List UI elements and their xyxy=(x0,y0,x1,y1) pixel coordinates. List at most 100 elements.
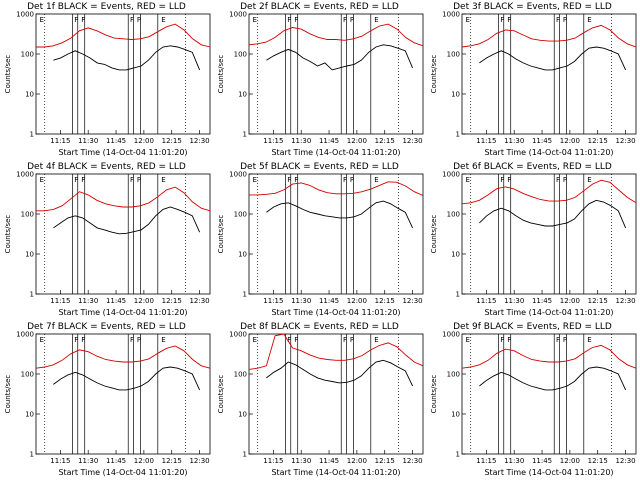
panel-title: Det 1f BLACK = Events, RED = LLD xyxy=(27,2,186,12)
axes-frame xyxy=(248,173,424,295)
y-tick-label: 1000 xyxy=(16,331,34,339)
panel-det-5: Det 5f BLACK = Events, RED = LLD 1 10 100 10… xyxy=(213,160,426,320)
flag-label: F xyxy=(74,16,78,24)
flag-label: E xyxy=(39,176,43,184)
x-tick-label: 12:15 xyxy=(588,457,608,465)
flag-label: F xyxy=(343,16,347,24)
x-tick-label: 12:15 xyxy=(162,137,182,145)
flag-label: E xyxy=(587,16,591,24)
x-tick-label: 12:30 xyxy=(402,457,422,465)
panel-det-2: Det 2f BLACK = Events, RED = LLD 1 10 100 10… xyxy=(213,0,426,160)
y-axis-label: Counts/sec xyxy=(430,214,438,254)
x-tick-label: 12:00 xyxy=(134,297,154,305)
x-tick-label: 11:15 xyxy=(476,297,496,305)
flag-label: F xyxy=(343,336,347,344)
events-series-line xyxy=(53,45,201,71)
y-tick-label: 1 xyxy=(456,291,460,299)
x-tick-label: 12:00 xyxy=(560,297,580,305)
panel-title: Det 6f BLACK = Events, RED = LLD xyxy=(453,162,612,172)
flag-label: F xyxy=(130,176,134,184)
x-tick-label: 11:15 xyxy=(263,457,283,465)
panel-det-6: Det 6f BLACK = Events, RED = LLD 1 10 100 10… xyxy=(426,160,639,320)
y-axis-label: Counts/sec xyxy=(430,374,438,414)
flag-label: F xyxy=(507,336,511,344)
y-tick-label: 100 xyxy=(447,51,460,59)
x-tick-label: 12:15 xyxy=(375,457,395,465)
x-tick-label: 11:45 xyxy=(319,137,339,145)
flag-label: P xyxy=(563,176,567,184)
y-axis-label: Counts/sec xyxy=(217,54,225,94)
x-tick-label: 12:15 xyxy=(162,297,182,305)
x-tick-label: 12:30 xyxy=(189,137,209,145)
lld-series-line xyxy=(36,186,211,212)
x-tick-label: 11:30 xyxy=(504,297,524,305)
x-axis-label: Start Time (14-Oct-04 11:01:20) xyxy=(271,468,401,477)
y-tick-label: 100 xyxy=(234,371,247,379)
flag-label: P xyxy=(350,16,354,24)
flag-label: F xyxy=(500,16,504,24)
flag-label: E xyxy=(374,336,378,344)
x-tick-label: 11:30 xyxy=(78,457,98,465)
flag-label: E xyxy=(161,336,165,344)
axes-frame xyxy=(461,13,637,135)
y-tick-label: 10 xyxy=(238,251,247,259)
axes-frame xyxy=(248,333,424,455)
y-tick-label: 10 xyxy=(25,91,34,99)
x-tick-label: 12:30 xyxy=(615,297,635,305)
x-tick-label: 11:15 xyxy=(263,137,283,145)
flag-label: F xyxy=(294,16,298,24)
flag-label: F xyxy=(81,336,85,344)
flag-label: E xyxy=(252,336,256,344)
flag-label: F xyxy=(74,176,78,184)
plot-area: 1 10 100 1000 11:15 11:30 11:45 12:00 12:15 12:30… xyxy=(16,171,211,305)
x-tick-label: 11:45 xyxy=(106,457,126,465)
axes-frame xyxy=(35,173,211,295)
x-axis-label: Start Time (14-Oct-04 11:01:20) xyxy=(58,468,188,477)
events-series-line xyxy=(53,366,201,391)
panel-det-4: Det 4f BLACK = Events, RED = LLD 1 10 100 10… xyxy=(0,160,213,320)
y-tick-label: 1000 xyxy=(229,331,247,339)
y-tick-label: 1 xyxy=(30,291,34,299)
panel-title: Det 9f BLACK = Events, RED = LLD xyxy=(453,322,612,332)
y-tick-label: 1000 xyxy=(442,331,460,339)
plot-area: 1 10 100 1000 11:15 11:30 11:45 12:00 12:15 12:30… xyxy=(229,331,424,465)
panel-det-8: Det 8f BLACK = Events, RED = LLD 1 10 100 10… xyxy=(213,320,426,480)
flag-label: E xyxy=(465,336,469,344)
flag-label: F xyxy=(81,176,85,184)
axes-frame xyxy=(248,13,424,135)
y-tick-label: 10 xyxy=(25,251,34,259)
plot-area: 1 10 100 1000 11:15 11:30 11:45 12:00 12:15 12:30… xyxy=(442,171,637,305)
y-tick-label: 10 xyxy=(451,411,460,419)
x-tick-label: 11:45 xyxy=(106,297,126,305)
flag-label: F xyxy=(556,336,560,344)
x-tick-label: 11:15 xyxy=(50,457,70,465)
x-tick-label: 12:15 xyxy=(375,137,395,145)
axes-frame xyxy=(461,173,637,295)
flag-label: F xyxy=(294,176,298,184)
panel-det-7: Det 7f BLACK = Events, RED = LLD 1 10 100 10… xyxy=(0,320,213,480)
events-series-line xyxy=(266,200,414,229)
flag-label: E xyxy=(161,16,165,24)
lld-series-line xyxy=(461,344,637,369)
axes-frame xyxy=(35,13,211,135)
x-tick-label: 11:30 xyxy=(291,297,311,305)
y-tick-label: 1 xyxy=(243,451,247,459)
y-tick-label: 100 xyxy=(234,211,247,219)
x-tick-label: 12:15 xyxy=(588,137,608,145)
axes-frame xyxy=(461,333,637,455)
x-axis-label: Start Time (14-Oct-04 11:01:20) xyxy=(484,308,614,317)
x-tick-label: 11:15 xyxy=(50,297,70,305)
flag-label: P xyxy=(563,336,567,344)
panel-title: Det 7f BLACK = Events, RED = LLD xyxy=(27,322,186,332)
axes-frame xyxy=(35,333,211,455)
lld-series-line xyxy=(248,333,424,370)
flag-label: E xyxy=(465,16,469,24)
flag-label: P xyxy=(563,16,567,24)
x-tick-label: 11:30 xyxy=(504,137,524,145)
y-tick-label: 10 xyxy=(238,411,247,419)
flag-label: E xyxy=(252,16,256,24)
events-series-line xyxy=(266,359,414,387)
x-axis-label: Start Time (14-Oct-04 11:01:20) xyxy=(484,468,614,477)
x-tick-label: 11:30 xyxy=(78,297,98,305)
